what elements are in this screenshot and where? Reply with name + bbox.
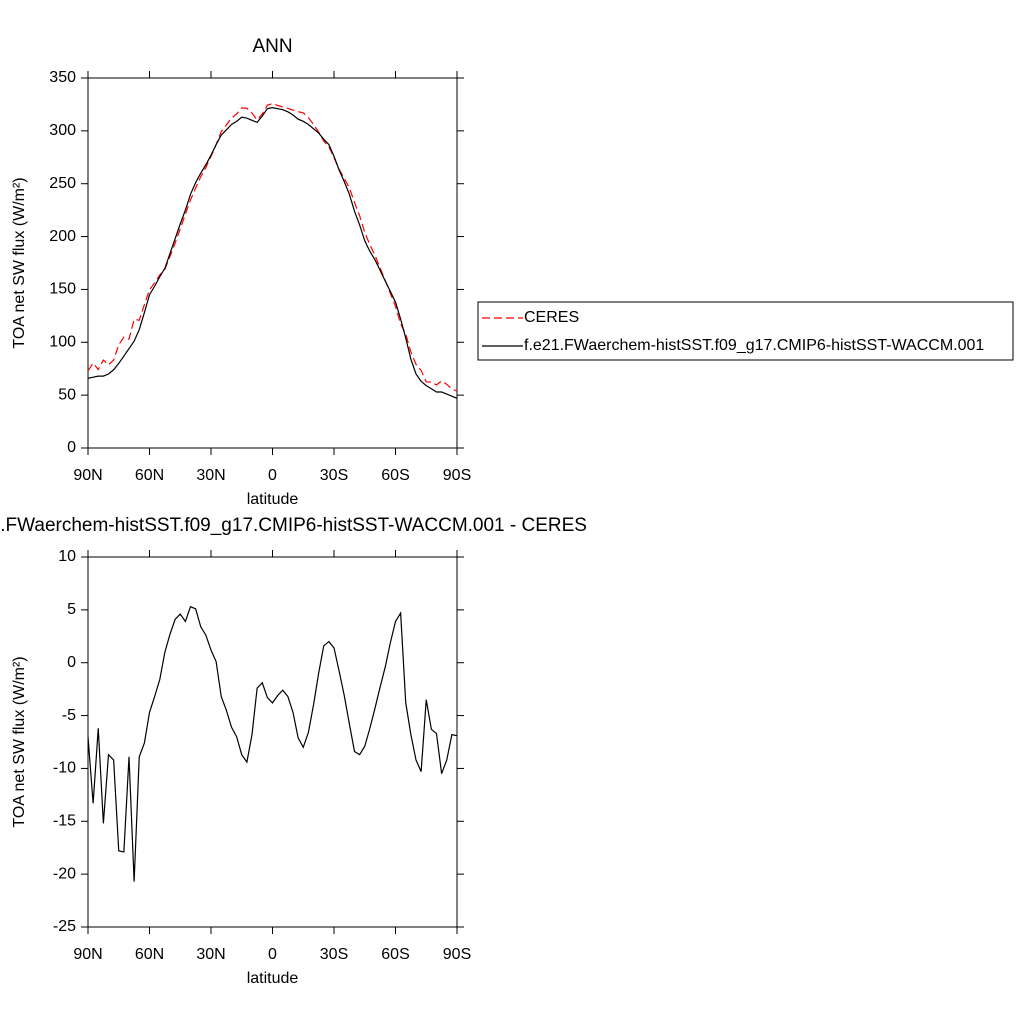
x-tick-label: 90S — [443, 946, 471, 963]
data-line — [87, 102, 458, 392]
y-tick-label: 200 — [49, 228, 76, 245]
x-tick-label: 30N — [196, 467, 225, 484]
data-line — [87, 605, 458, 882]
y-tick-label: 10 — [58, 548, 76, 565]
y-tick-label: 0 — [67, 654, 76, 671]
y-axis-label: TOA net SW flux (W/m²) — [11, 656, 28, 827]
y-tick-label: -10 — [53, 760, 76, 777]
y-tick-label: 350 — [49, 69, 76, 86]
y-tick-label: -5 — [62, 707, 76, 724]
y-tick-label: -25 — [53, 918, 76, 935]
chart-title: ANN — [252, 36, 292, 57]
x-tick-label: 90N — [73, 467, 102, 484]
data-line — [87, 106, 458, 399]
y-tick-label: -20 — [53, 865, 76, 882]
y-tick-label: 250 — [49, 175, 76, 192]
legend-label: f.e21.FWaerchem-histSST.f09_g17.CMIP6-hi… — [524, 337, 984, 354]
y-tick-label: 300 — [49, 122, 76, 139]
legend-label: CERES — [524, 309, 579, 326]
x-tick-label: 60S — [381, 946, 409, 963]
chart-title: f.e21.FWaerchem-histSST.f09_g17.CMIP6-hi… — [0, 515, 587, 536]
x-tick-label: 30N — [196, 946, 225, 963]
y-axis-label: TOA net SW flux (W/m²) — [11, 177, 28, 348]
y-tick-label: 100 — [49, 334, 76, 351]
x-tick-label: 30S — [320, 946, 348, 963]
x-tick-label: 90S — [443, 467, 471, 484]
x-axis-label: latitude — [247, 970, 299, 987]
x-tick-label: 90N — [73, 946, 102, 963]
x-tick-label: 0 — [268, 946, 277, 963]
plot-frame — [87, 77, 458, 449]
y-tick-label: -15 — [53, 813, 76, 830]
y-tick-label: 50 — [58, 386, 76, 403]
x-tick-label: 60N — [135, 467, 164, 484]
y-tick-label: 0 — [67, 439, 76, 456]
x-tick-label: 60S — [381, 467, 409, 484]
x-tick-label: 30S — [320, 467, 348, 484]
x-axis-label: latitude — [247, 491, 299, 508]
y-tick-label: 5 — [67, 601, 76, 618]
legend-box — [477, 301, 1014, 361]
x-tick-label: 0 — [268, 467, 277, 484]
plot-frame — [87, 556, 458, 928]
y-tick-label: 150 — [49, 281, 76, 298]
x-tick-label: 60N — [135, 946, 164, 963]
